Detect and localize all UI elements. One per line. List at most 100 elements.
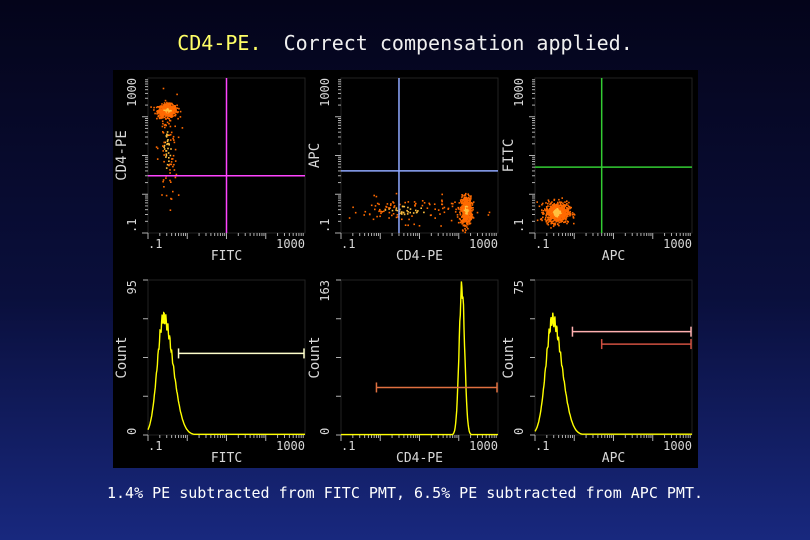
scatter-point bbox=[465, 200, 467, 202]
scatter-point bbox=[546, 212, 548, 215]
scatter-point bbox=[172, 109, 174, 111]
scatter-point bbox=[548, 212, 551, 215]
scatter-point bbox=[166, 133, 168, 136]
scatter-point bbox=[563, 218, 565, 220]
scatter-point bbox=[169, 125, 172, 128]
scatter-point bbox=[391, 209, 394, 212]
scatter-point bbox=[161, 109, 164, 112]
scatter-point bbox=[173, 139, 175, 141]
axis-ticks bbox=[142, 79, 304, 239]
scatter-point bbox=[567, 210, 569, 212]
scatter-point bbox=[465, 229, 467, 232]
scatter-point bbox=[550, 202, 552, 205]
x-tick-label: 1000 bbox=[469, 439, 498, 453]
scatter-point bbox=[171, 116, 173, 118]
scatter-point bbox=[550, 207, 552, 209]
scatter-point bbox=[487, 214, 490, 216]
scatter-point bbox=[566, 200, 568, 202]
scatter-point bbox=[569, 214, 572, 216]
y-tick-label: 1000 bbox=[512, 78, 526, 107]
scatter-point bbox=[166, 104, 168, 107]
axis-ticks bbox=[530, 279, 691, 441]
scatter-point bbox=[461, 196, 463, 198]
scatter-point bbox=[558, 198, 560, 201]
scatter-point bbox=[169, 209, 172, 211]
scatter-point bbox=[169, 103, 171, 106]
scatter-point bbox=[554, 213, 557, 215]
scatter-point bbox=[467, 212, 470, 214]
scatter-point bbox=[550, 227, 552, 229]
scatter-point bbox=[465, 220, 467, 222]
scatter-point bbox=[163, 160, 165, 163]
x-tick-label: 1000 bbox=[663, 439, 692, 453]
scatter-point bbox=[393, 205, 396, 207]
scatter-point bbox=[390, 203, 392, 205]
scatter-point bbox=[565, 204, 568, 206]
x-tick-label: .1 bbox=[535, 237, 549, 251]
scatter-point bbox=[548, 217, 550, 219]
scatter-point bbox=[573, 213, 575, 215]
scatter-point bbox=[170, 161, 173, 163]
scatter-point bbox=[352, 206, 354, 209]
scatter-point bbox=[163, 107, 165, 110]
scatter-point bbox=[174, 113, 177, 116]
scatter-point bbox=[467, 193, 469, 195]
scatter-point bbox=[168, 111, 171, 113]
scatter-point bbox=[461, 221, 463, 223]
scatter-point bbox=[378, 203, 380, 206]
scatter-point bbox=[401, 218, 403, 221]
scatter-point bbox=[162, 113, 165, 116]
scatter-point bbox=[566, 212, 569, 215]
scatter-point bbox=[165, 124, 167, 127]
scatter-point bbox=[164, 112, 166, 114]
scatter-point bbox=[416, 211, 418, 213]
scatter-point bbox=[172, 104, 174, 106]
plot-6: .1 1000 APC 0 75 Count bbox=[501, 279, 693, 466]
scatter-point bbox=[169, 133, 172, 136]
scatter-point bbox=[414, 205, 416, 207]
y-axis-label: Count bbox=[114, 336, 130, 378]
scatter-point bbox=[541, 203, 543, 206]
scatter-point bbox=[163, 141, 165, 144]
scatter-point bbox=[464, 202, 467, 204]
scatter-point bbox=[388, 217, 390, 219]
scatter-point bbox=[464, 211, 467, 214]
scatter-point bbox=[469, 198, 472, 200]
scatter-point bbox=[376, 215, 378, 218]
scatter-point bbox=[363, 214, 365, 216]
scatter-point bbox=[547, 221, 550, 223]
scatter-point bbox=[161, 194, 163, 196]
scatter-point bbox=[459, 213, 462, 215]
scatter-point bbox=[565, 207, 568, 209]
scatter-point bbox=[159, 110, 161, 113]
scatter-point bbox=[171, 109, 173, 111]
scatter-point bbox=[541, 211, 543, 214]
scatter-point bbox=[458, 202, 461, 204]
y-tick-label: 163 bbox=[318, 280, 332, 302]
scatter-point bbox=[374, 208, 376, 211]
scatter-point bbox=[395, 192, 398, 195]
scatter-point bbox=[467, 219, 469, 222]
scatter-point bbox=[551, 214, 554, 217]
scatter-point bbox=[166, 111, 169, 113]
scatter-point bbox=[566, 222, 568, 225]
scatter-point bbox=[563, 207, 566, 209]
scatter-point bbox=[163, 154, 165, 156]
scatter-point bbox=[167, 114, 169, 116]
scatter-point bbox=[388, 208, 390, 210]
scatter-point bbox=[162, 145, 164, 147]
scatter-point bbox=[163, 109, 165, 111]
scatter-point bbox=[372, 218, 375, 221]
scatter-point bbox=[163, 111, 166, 113]
scatter-point bbox=[548, 211, 551, 214]
scatter-point bbox=[466, 207, 468, 209]
scatter-point bbox=[559, 215, 561, 218]
x-axis-label: CD4-PE bbox=[396, 249, 443, 264]
scatter-point bbox=[165, 136, 168, 138]
scatter-point bbox=[165, 115, 167, 118]
scatter-point bbox=[560, 221, 562, 223]
scatter-point bbox=[441, 200, 443, 203]
scatter-point bbox=[565, 213, 568, 216]
scatter-point bbox=[407, 206, 409, 209]
scatter-point bbox=[464, 231, 466, 234]
